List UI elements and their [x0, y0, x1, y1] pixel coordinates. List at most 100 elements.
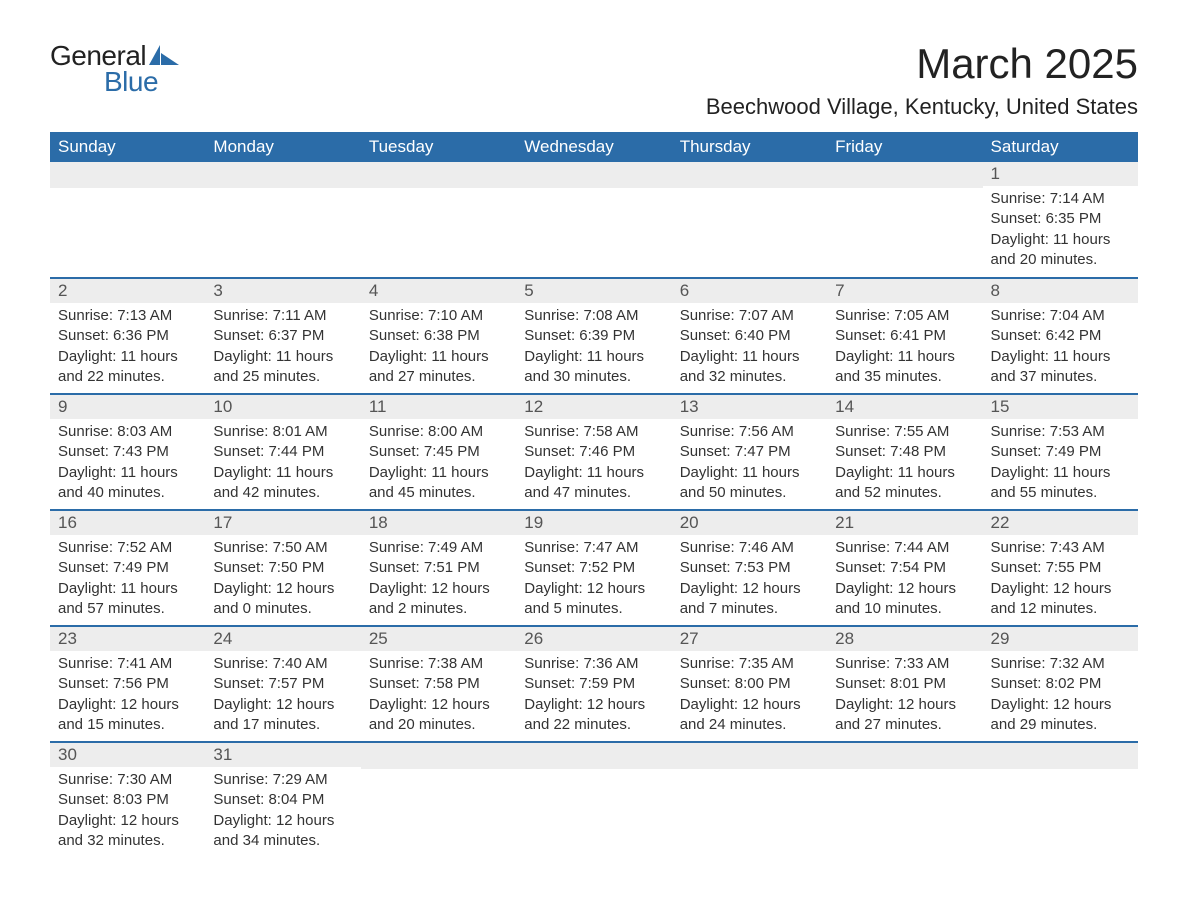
calendar-week-row: 30Sunrise: 7:30 AMSunset: 8:03 PMDayligh… [50, 742, 1138, 858]
calendar-day-cell: 11Sunrise: 8:00 AMSunset: 7:45 PMDayligh… [361, 394, 516, 510]
calendar-day-cell: 27Sunrise: 7:35 AMSunset: 8:00 PMDayligh… [672, 626, 827, 742]
day-number: 26 [516, 627, 671, 651]
day-number: 14 [827, 395, 982, 419]
weekday-header: Saturday [983, 132, 1138, 162]
calendar-day-cell [516, 742, 671, 858]
day-content: Sunrise: 7:38 AMSunset: 7:58 PMDaylight:… [361, 651, 516, 741]
day-number [672, 743, 827, 769]
calendar-day-cell: 15Sunrise: 7:53 AMSunset: 7:49 PMDayligh… [983, 394, 1138, 510]
day-number: 15 [983, 395, 1138, 419]
day-number: 24 [205, 627, 360, 651]
calendar-day-cell: 16Sunrise: 7:52 AMSunset: 7:49 PMDayligh… [50, 510, 205, 626]
sunset-text: Sunset: 8:04 PM [213, 790, 352, 810]
day-content: Sunrise: 7:30 AMSunset: 8:03 PMDaylight:… [50, 767, 205, 857]
month-title: March 2025 [706, 40, 1138, 88]
daylight-text-1: Daylight: 12 hours [835, 695, 974, 715]
daylight-text-1: Daylight: 11 hours [680, 463, 819, 483]
daylight-text-1: Daylight: 11 hours [58, 347, 197, 367]
calendar-week-row: 2Sunrise: 7:13 AMSunset: 6:36 PMDaylight… [50, 278, 1138, 394]
sunset-text: Sunset: 6:42 PM [991, 326, 1130, 346]
sunrise-text: Sunrise: 7:07 AM [680, 306, 819, 326]
sunset-text: Sunset: 8:01 PM [835, 674, 974, 694]
daylight-text-1: Daylight: 12 hours [58, 695, 197, 715]
daylight-text-2: and 35 minutes. [835, 367, 974, 387]
sunrise-text: Sunrise: 7:53 AM [991, 422, 1130, 442]
location-text: Beechwood Village, Kentucky, United Stat… [706, 94, 1138, 120]
daylight-text-1: Daylight: 11 hours [524, 347, 663, 367]
sunrise-text: Sunrise: 7:55 AM [835, 422, 974, 442]
daylight-text-2: and 27 minutes. [835, 715, 974, 735]
sunset-text: Sunset: 6:41 PM [835, 326, 974, 346]
day-content: Sunrise: 7:08 AMSunset: 6:39 PMDaylight:… [516, 303, 671, 393]
calendar-head: Sunday Monday Tuesday Wednesday Thursday… [50, 132, 1138, 162]
daylight-text-1: Daylight: 12 hours [835, 579, 974, 599]
sunrise-text: Sunrise: 8:03 AM [58, 422, 197, 442]
day-content [827, 769, 982, 858]
day-content: Sunrise: 7:55 AMSunset: 7:48 PMDaylight:… [827, 419, 982, 509]
day-number [827, 743, 982, 769]
daylight-text-1: Daylight: 11 hours [213, 463, 352, 483]
daylight-text-1: Daylight: 11 hours [991, 463, 1130, 483]
sunset-text: Sunset: 6:40 PM [680, 326, 819, 346]
sunrise-text: Sunrise: 7:10 AM [369, 306, 508, 326]
calendar-day-cell: 31Sunrise: 7:29 AMSunset: 8:04 PMDayligh… [205, 742, 360, 858]
sunset-text: Sunset: 8:00 PM [680, 674, 819, 694]
daylight-text-1: Daylight: 11 hours [213, 347, 352, 367]
day-number: 13 [672, 395, 827, 419]
weekday-header: Monday [205, 132, 360, 162]
day-content: Sunrise: 7:53 AMSunset: 7:49 PMDaylight:… [983, 419, 1138, 509]
sunset-text: Sunset: 7:56 PM [58, 674, 197, 694]
day-content [361, 188, 516, 277]
day-number: 28 [827, 627, 982, 651]
daylight-text-1: Daylight: 12 hours [680, 579, 819, 599]
calendar-day-cell: 29Sunrise: 7:32 AMSunset: 8:02 PMDayligh… [983, 626, 1138, 742]
sunrise-text: Sunrise: 7:05 AM [835, 306, 974, 326]
day-number: 3 [205, 279, 360, 303]
daylight-text-1: Daylight: 12 hours [369, 579, 508, 599]
calendar-day-cell [50, 162, 205, 278]
sunrise-text: Sunrise: 7:35 AM [680, 654, 819, 674]
weekday-header: Thursday [672, 132, 827, 162]
day-number: 18 [361, 511, 516, 535]
sunrise-text: Sunrise: 8:01 AM [213, 422, 352, 442]
sunset-text: Sunset: 6:38 PM [369, 326, 508, 346]
day-content: Sunrise: 7:10 AMSunset: 6:38 PMDaylight:… [361, 303, 516, 393]
daylight-text-2: and 32 minutes. [58, 831, 197, 851]
sunset-text: Sunset: 7:45 PM [369, 442, 508, 462]
day-number [983, 743, 1138, 769]
weekday-header: Tuesday [361, 132, 516, 162]
calendar-day-cell: 3Sunrise: 7:11 AMSunset: 6:37 PMDaylight… [205, 278, 360, 394]
calendar-day-cell: 7Sunrise: 7:05 AMSunset: 6:41 PMDaylight… [827, 278, 982, 394]
daylight-text-2: and 52 minutes. [835, 483, 974, 503]
sunrise-text: Sunrise: 7:29 AM [213, 770, 352, 790]
daylight-text-2: and 27 minutes. [369, 367, 508, 387]
day-number: 4 [361, 279, 516, 303]
day-number: 10 [205, 395, 360, 419]
daylight-text-2: and 7 minutes. [680, 599, 819, 619]
day-number: 23 [50, 627, 205, 651]
day-content: Sunrise: 7:44 AMSunset: 7:54 PMDaylight:… [827, 535, 982, 625]
calendar-day-cell: 30Sunrise: 7:30 AMSunset: 8:03 PMDayligh… [50, 742, 205, 858]
sunset-text: Sunset: 7:46 PM [524, 442, 663, 462]
calendar-day-cell: 2Sunrise: 7:13 AMSunset: 6:36 PMDaylight… [50, 278, 205, 394]
calendar-day-cell: 22Sunrise: 7:43 AMSunset: 7:55 PMDayligh… [983, 510, 1138, 626]
daylight-text-1: Daylight: 12 hours [680, 695, 819, 715]
day-number: 9 [50, 395, 205, 419]
day-content [827, 188, 982, 277]
calendar-week-row: 23Sunrise: 7:41 AMSunset: 7:56 PMDayligh… [50, 626, 1138, 742]
day-number [516, 743, 671, 769]
calendar-day-cell: 17Sunrise: 7:50 AMSunset: 7:50 PMDayligh… [205, 510, 360, 626]
daylight-text-2: and 22 minutes. [524, 715, 663, 735]
day-number: 5 [516, 279, 671, 303]
daylight-text-2: and 42 minutes. [213, 483, 352, 503]
daylight-text-1: Daylight: 11 hours [369, 347, 508, 367]
day-number: 12 [516, 395, 671, 419]
calendar-day-cell [672, 162, 827, 278]
daylight-text-2: and 57 minutes. [58, 599, 197, 619]
sunset-text: Sunset: 6:35 PM [991, 209, 1130, 229]
calendar-day-cell: 18Sunrise: 7:49 AMSunset: 7:51 PMDayligh… [361, 510, 516, 626]
sunset-text: Sunset: 7:57 PM [213, 674, 352, 694]
weekday-row: Sunday Monday Tuesday Wednesday Thursday… [50, 132, 1138, 162]
sunset-text: Sunset: 6:37 PM [213, 326, 352, 346]
calendar-day-cell [205, 162, 360, 278]
